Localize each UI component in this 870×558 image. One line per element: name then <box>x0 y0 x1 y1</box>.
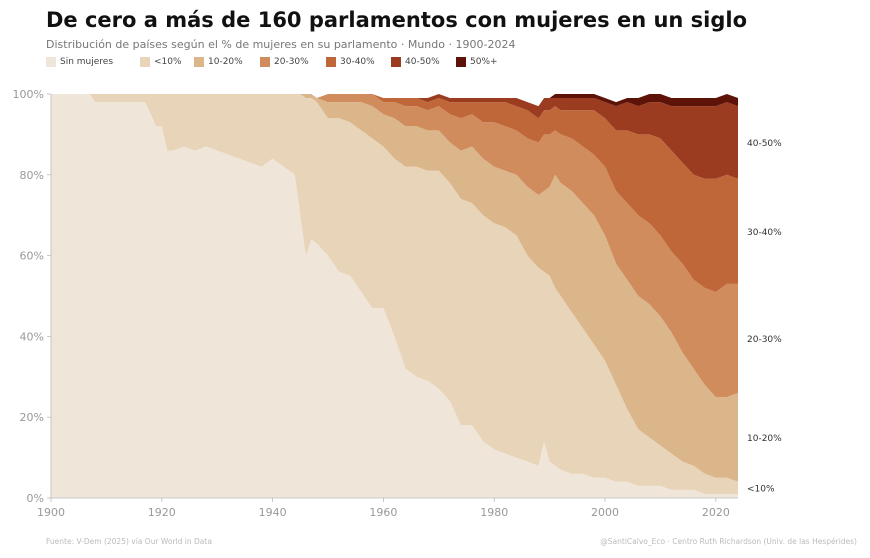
series-end-label: 10-20% <box>747 434 782 444</box>
chart-subtitle: Distribución de países según el % de muj… <box>46 38 516 51</box>
legend-label: Sin mujeres <box>60 57 114 67</box>
chart-title: De cero a más de 160 parlamentos con muj… <box>46 8 748 32</box>
series-end-label: 20-30% <box>747 335 782 345</box>
legend-item: 40-50% <box>391 57 440 67</box>
legend-label: 50%+ <box>470 57 498 67</box>
credit-note: @SantiCalvo_Eco · Centro Ruth Richardson… <box>600 537 857 546</box>
legend-label: 10-20% <box>208 57 243 67</box>
legend-swatch <box>391 57 401 67</box>
legend-swatch <box>326 57 336 67</box>
y-tick-label: 60% <box>20 250 44 263</box>
y-tick-label: 100% <box>13 88 44 101</box>
area-series-1 <box>51 94 738 494</box>
x-tick-label: 1940 <box>259 506 287 519</box>
legend-swatch <box>456 57 466 67</box>
x-tick-label: 1960 <box>369 506 397 519</box>
x-tick-label: 2000 <box>591 506 619 519</box>
y-tick-label: 20% <box>20 411 44 424</box>
legend-item: Sin mujeres <box>46 57 113 67</box>
legend-item: <10% <box>140 57 182 67</box>
legend-item: 10-20% <box>194 57 243 67</box>
x-tick-label: 1900 <box>37 506 65 519</box>
y-tick-label: 0% <box>27 492 44 505</box>
legend-swatch <box>194 57 204 67</box>
series-end-label: <10% <box>747 484 775 494</box>
legend-item: 50%+ <box>456 57 498 67</box>
series-end-label: 30-40% <box>747 228 782 238</box>
legend-label: 40-50% <box>405 57 440 67</box>
legend-label: 20-30% <box>274 57 309 67</box>
area-series-6 <box>51 94 738 107</box>
legend-label: <10% <box>154 57 182 67</box>
x-tick-label: 1920 <box>148 506 176 519</box>
legend-swatch <box>46 57 56 67</box>
series-end-label: 40-50% <box>747 139 782 149</box>
legend-item: 20-30% <box>260 57 309 67</box>
area-series-0 <box>51 94 738 498</box>
x-tick-label: 2020 <box>702 506 730 519</box>
legend-label: 30-40% <box>340 57 375 67</box>
source-note: Fuente: V-Dem (2025) vía Our World in Da… <box>46 537 212 546</box>
legend-swatch <box>260 57 270 67</box>
area-series-3 <box>51 94 738 397</box>
y-tick-label: 80% <box>20 169 44 182</box>
legend-item: 30-40% <box>326 57 375 67</box>
legend-swatch <box>140 57 150 67</box>
y-tick-label: 40% <box>20 330 44 343</box>
area-series-2 <box>51 94 738 482</box>
x-tick-label: 1980 <box>480 506 508 519</box>
